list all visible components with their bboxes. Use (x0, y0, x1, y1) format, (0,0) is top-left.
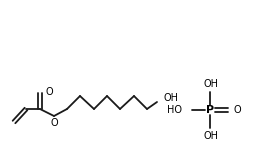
Text: O: O (45, 87, 53, 97)
Text: OH: OH (203, 79, 219, 89)
Text: O: O (234, 105, 242, 115)
Text: HO: HO (167, 105, 182, 115)
Text: OH: OH (203, 131, 219, 141)
Text: P: P (206, 105, 214, 115)
Text: OH: OH (164, 93, 179, 103)
Text: O: O (50, 118, 58, 128)
